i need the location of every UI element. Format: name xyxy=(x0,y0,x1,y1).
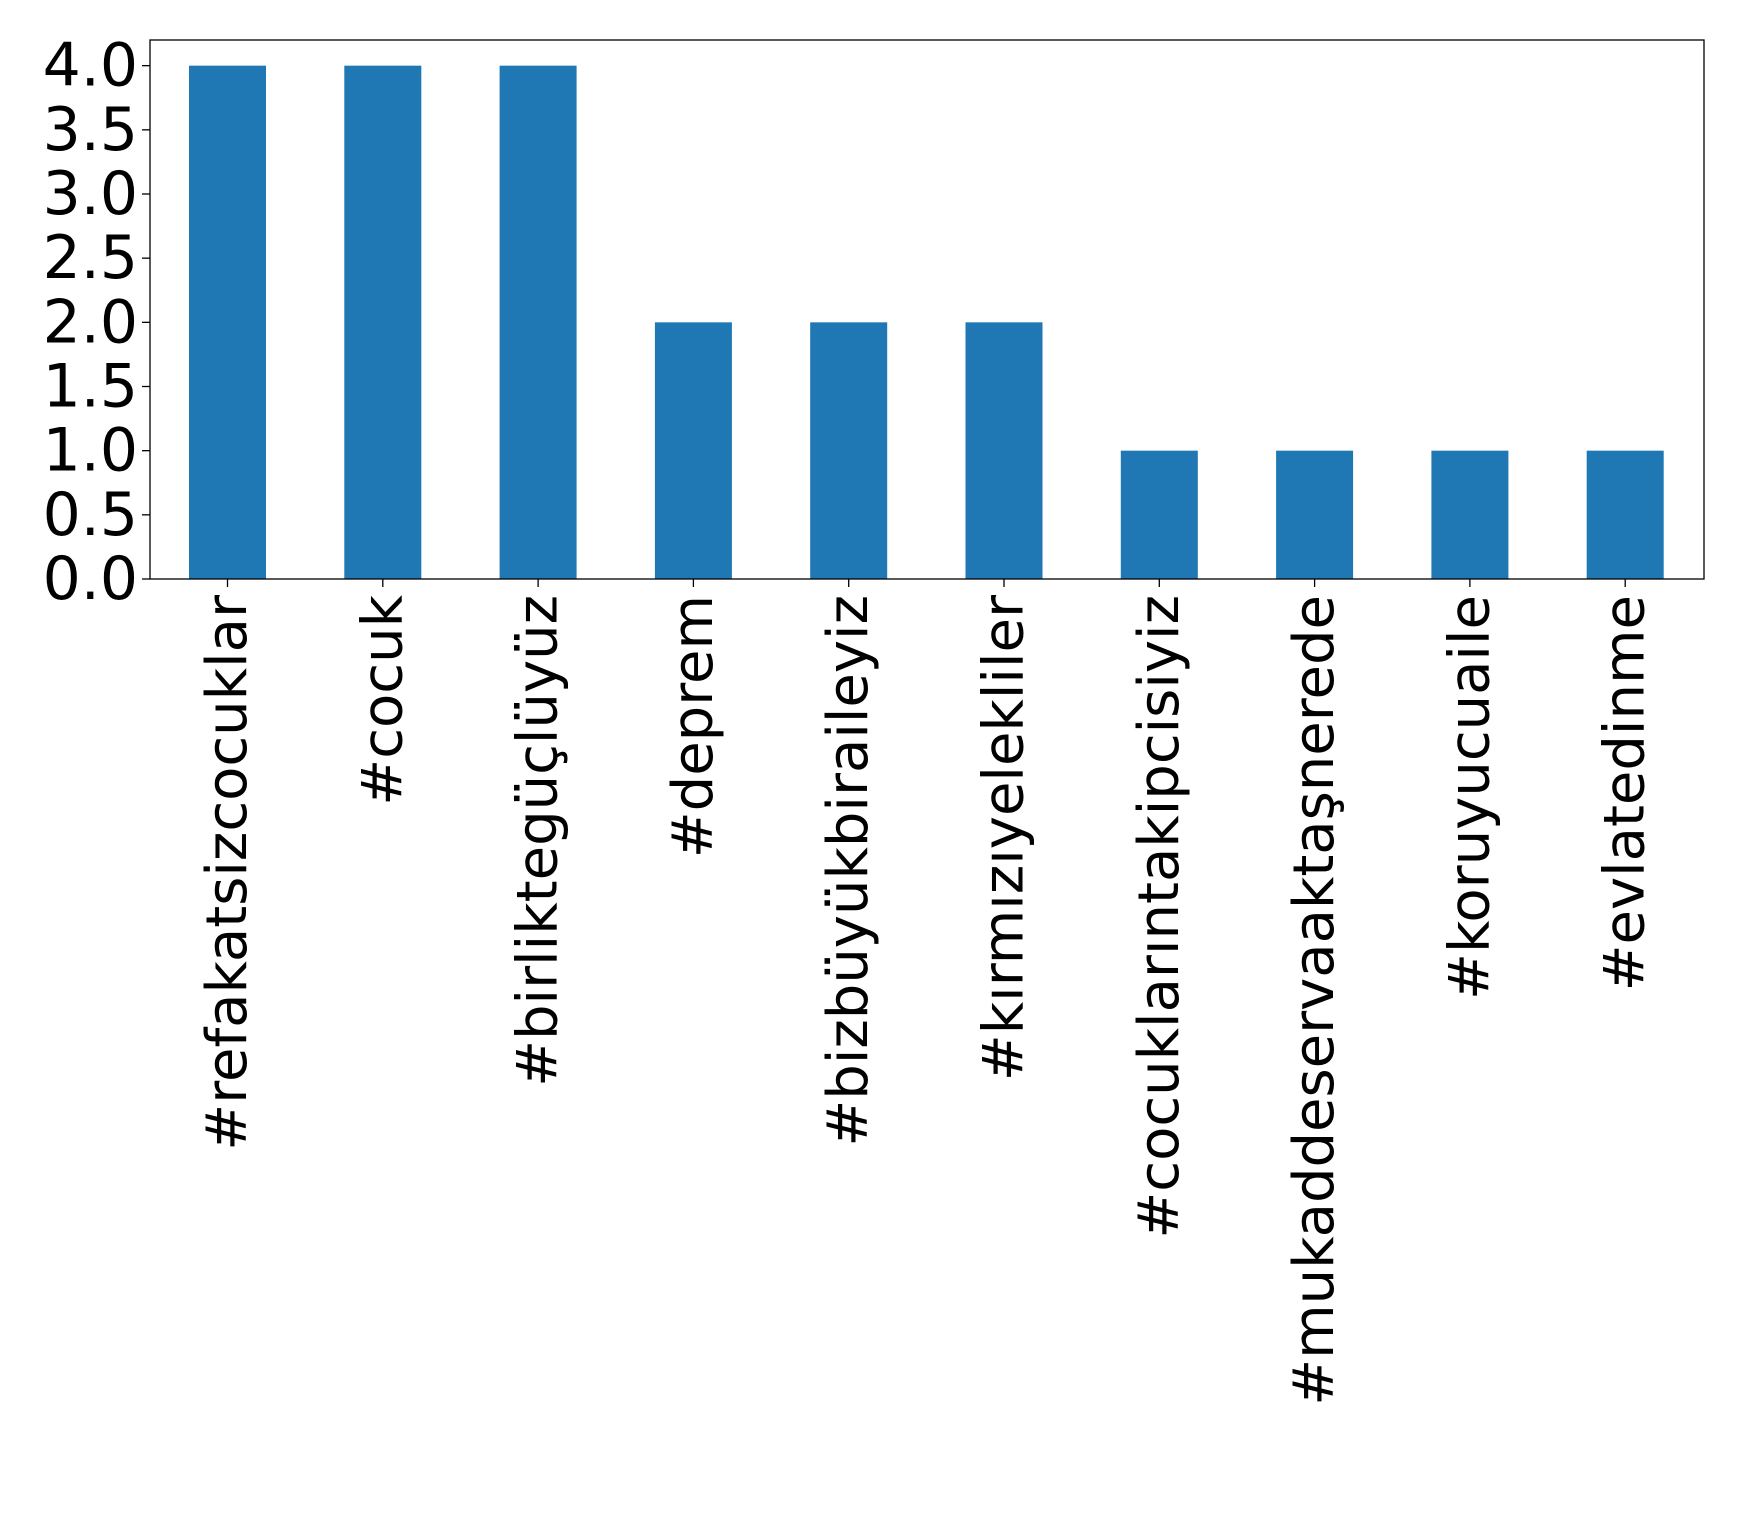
y-tick-label-7: 3.5 xyxy=(43,95,138,165)
bar-9 xyxy=(1586,450,1664,579)
x-tick-label-0: #refakatsizcocuklar xyxy=(195,594,260,1151)
x-tick-label-8: #koruyucuaile xyxy=(1437,595,1502,1000)
y-tick-label-0: 0.0 xyxy=(43,544,138,614)
x-tick-label-7: #mukaddeservaaktaşnerede xyxy=(1282,595,1347,1406)
bar-2 xyxy=(499,65,577,580)
x-tick-label-6: #cocuklarıntakipcisiyiz xyxy=(1127,595,1192,1239)
y-axis: 0.00.51.01.52.02.53.03.54.0 xyxy=(43,31,150,614)
bar-0 xyxy=(189,65,266,580)
bar-1 xyxy=(344,65,422,580)
y-tick-label-4: 2.0 xyxy=(43,287,138,357)
y-tick-label-6: 3.0 xyxy=(43,159,138,229)
bar-3 xyxy=(654,322,732,579)
x-tick-label-9: #evlatedinme xyxy=(1593,595,1658,991)
x-tick-label-4: #bizbüyükbiraileyiz xyxy=(816,595,881,1147)
x-tick-label-2: #birliktegüçlüyüz xyxy=(506,595,571,1087)
bars-layer xyxy=(189,65,1664,580)
y-tick-label-2: 1.0 xyxy=(43,416,138,486)
y-tick-label-1: 0.5 xyxy=(43,480,138,550)
bar-4 xyxy=(810,322,888,579)
bar-6 xyxy=(1120,450,1198,579)
y-tick-label-8: 4.0 xyxy=(43,31,138,101)
bar-5 xyxy=(965,322,1043,579)
x-axis: #refakatsizcocuklar #cocuk #birliktegüçlüy… xyxy=(195,579,1658,1406)
bar-8 xyxy=(1431,450,1509,579)
x-tick-label-3: #deprem xyxy=(661,595,726,858)
plot-frame xyxy=(149,39,1705,580)
bar-7 xyxy=(1276,450,1354,579)
x-tick-label-5: #kırmızıyelekliler xyxy=(972,594,1037,1081)
y-tick-label-3: 1.5 xyxy=(43,352,138,422)
y-tick-label-5: 2.5 xyxy=(43,223,138,293)
x-tick-label-1: #cocuk xyxy=(350,594,415,805)
